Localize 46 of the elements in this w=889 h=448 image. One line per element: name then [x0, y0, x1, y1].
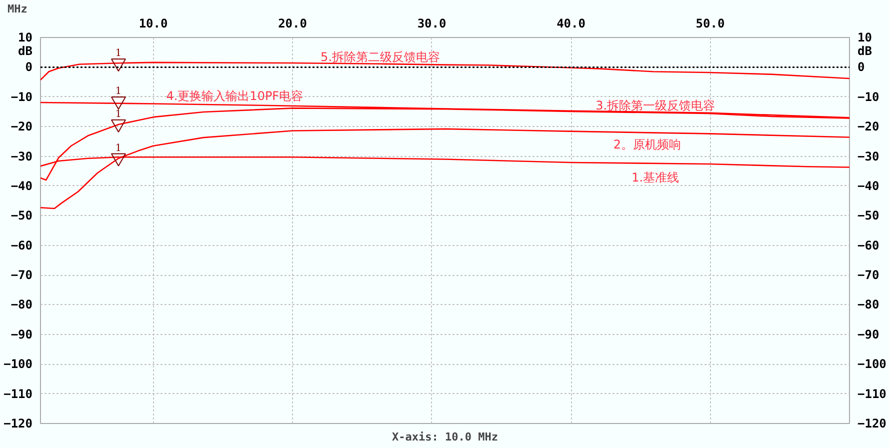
y2-tick-label: −30 — [858, 149, 880, 164]
y2-tick-label: −60 — [858, 238, 880, 252]
y-tick-label: 0 — [25, 60, 33, 74]
text: 1 — [115, 142, 122, 154]
series-label: 4.更换输入输出10PF电容 — [166, 88, 304, 103]
y2-tick-label: −40 — [858, 178, 880, 193]
y2-tick-label: −10 — [858, 90, 880, 104]
y-tick-label: −60 — [10, 238, 33, 252]
y-tick-label: −10 — [10, 90, 33, 104]
y2-tick-label: 10 — [858, 30, 872, 44]
series-label: 5.拆除第二级反馈电容 — [320, 50, 440, 64]
text: 1 — [115, 108, 122, 120]
y2-tick-label: −120 — [858, 416, 886, 430]
y-tick-label: −90 — [10, 327, 33, 342]
y2-axis-title: dB — [858, 44, 872, 58]
y2-tick-label: −100 — [858, 357, 886, 372]
y2-tick-label: −20 — [858, 120, 880, 134]
x-tick-label: 50.0 — [696, 16, 725, 30]
y-tick-label: −40 — [10, 178, 33, 193]
y-tick-label: −70 — [10, 268, 33, 282]
x-axis-title: MHz — [8, 2, 28, 16]
y2-tick-label: −80 — [858, 298, 880, 312]
y-axis-title: dB — [18, 44, 33, 58]
y2-tick-label: −90 — [858, 327, 880, 342]
y2-tick-label: −70 — [858, 268, 880, 282]
y-tick-label: −120 — [4, 416, 33, 430]
series-label: 2。原机频响 — [613, 138, 682, 152]
y-tick-label: −80 — [10, 298, 33, 312]
y2-tick-label: −110 — [858, 386, 886, 401]
y-tick-label: 10 — [18, 30, 33, 44]
text: 1 — [115, 86, 122, 98]
x-tick-label: 40.0 — [556, 16, 586, 30]
y-tick-label: −50 — [10, 208, 33, 223]
x-tick-label: 10.0 — [138, 16, 168, 30]
x-tick-label: 30.0 — [417, 16, 446, 30]
series-label: 1 — [115, 48, 122, 60]
series-label: 1.基准线 — [632, 170, 680, 184]
y-tick-label: −110 — [4, 386, 33, 401]
series-label: 3.拆除第一级反馈电容 — [596, 98, 716, 113]
x-tick-label: 20.0 — [278, 16, 307, 30]
text: X-axis: 10.0 MHz — [392, 430, 498, 444]
y-tick-label: −30 — [10, 149, 33, 164]
y2-tick-label: 0 — [858, 60, 865, 74]
y-tick-label: −20 — [10, 120, 33, 134]
y-tick-label: −100 — [4, 357, 33, 372]
y2-tick-label: −50 — [858, 208, 880, 223]
